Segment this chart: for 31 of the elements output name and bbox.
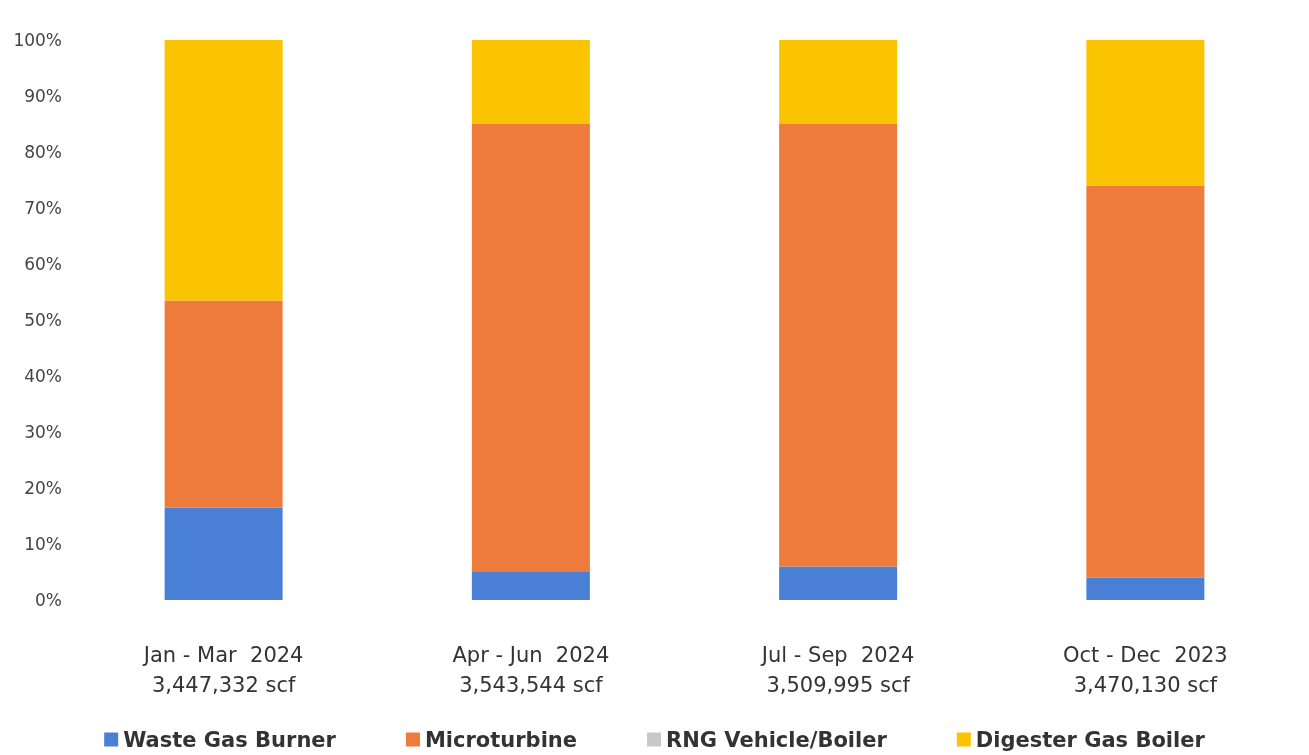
bar <box>164 300 283 508</box>
y-tick-label: 40% <box>24 366 62 386</box>
x-tick-label: Jan - Mar 2024 3,447,332 scf <box>141 643 304 697</box>
legend-label: RNG Vehicle/Boiler <box>666 727 888 752</box>
bar <box>164 507 283 600</box>
bar <box>164 40 283 301</box>
bar <box>471 124 590 572</box>
y-tick-label: 50% <box>24 310 62 330</box>
x-tick-label: Oct - Dec 2023 3,470,130 scf <box>1063 643 1228 697</box>
bar <box>471 40 590 124</box>
bar <box>779 566 898 600</box>
y-tick-label: 10% <box>24 534 62 554</box>
bar <box>471 572 590 600</box>
legend-label: Microturbine <box>424 727 578 752</box>
y-tick-label: 100% <box>13 30 62 50</box>
bar <box>779 40 898 124</box>
y-tick-label: 90% <box>24 86 62 106</box>
bar <box>1086 185 1205 578</box>
y-tick-label: 60% <box>24 254 62 274</box>
bar <box>1086 40 1205 186</box>
y-tick-label: 70% <box>24 198 62 218</box>
x-tick-label: Jul - Sep 2024 3,509,995 scf <box>759 643 915 697</box>
y-tick-label: 80% <box>24 142 62 162</box>
x-tick-label: Apr - Jun 2024 3,543,544 scf <box>452 643 610 697</box>
y-tick-label: 20% <box>24 478 62 498</box>
y-tick-label: 0% <box>35 590 62 610</box>
y-tick-label: 30% <box>24 422 62 442</box>
legend-label: Waste Gas Burner <box>123 727 337 752</box>
bar <box>1086 577 1205 600</box>
bar <box>779 124 898 567</box>
legend-label: Digester Gas Boiler <box>975 727 1206 752</box>
